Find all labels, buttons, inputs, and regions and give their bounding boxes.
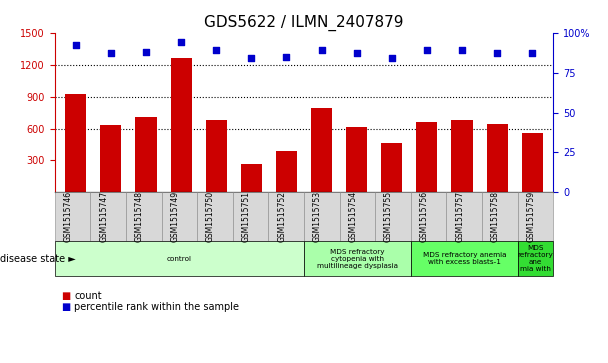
Text: MDS refractory
cytopenia with
multilineage dysplasia: MDS refractory cytopenia with multilinea… (317, 249, 398, 269)
Point (387, 55, 396, 61)
Text: ■: ■ (61, 302, 70, 312)
Text: GSM1515753: GSM1515753 (313, 191, 322, 242)
Text: GSM1515758: GSM1515758 (491, 191, 500, 242)
Bar (276, 151, 297, 192)
Text: GSM1515749: GSM1515749 (170, 191, 179, 242)
Text: ■: ■ (61, 291, 70, 301)
Text: count: count (74, 291, 102, 301)
Text: control: control (167, 256, 192, 262)
Bar (65, 94, 86, 192)
Text: GSM1515748: GSM1515748 (135, 191, 143, 242)
Bar (486, 124, 508, 192)
Text: GSM1515754: GSM1515754 (348, 191, 358, 242)
Point (176, 39, 186, 45)
Bar (100, 125, 122, 192)
Bar (171, 58, 192, 192)
Point (457, 47, 467, 53)
Bar (381, 143, 402, 192)
Text: MDS
refractory
ane
mia with: MDS refractory ane mia with (517, 245, 553, 272)
Text: MDS refractory anemia
with excess blasts-1: MDS refractory anemia with excess blasts… (423, 252, 506, 265)
Text: percentile rank within the sample: percentile rank within the sample (74, 302, 239, 312)
Point (282, 54, 291, 60)
Text: GSM1515746: GSM1515746 (63, 191, 72, 242)
Bar (241, 164, 262, 192)
Text: GSM1515755: GSM1515755 (384, 191, 393, 242)
Point (492, 50, 502, 56)
Point (422, 47, 432, 53)
Title: GDS5622 / ILMN_2407879: GDS5622 / ILMN_2407879 (204, 15, 404, 31)
Text: GSM1515747: GSM1515747 (99, 191, 108, 242)
Point (527, 50, 537, 56)
Text: GSM1515756: GSM1515756 (420, 191, 429, 242)
Text: GSM1515752: GSM1515752 (277, 191, 286, 242)
Point (141, 49, 151, 55)
Point (317, 47, 326, 53)
Bar (136, 117, 156, 192)
Bar (206, 120, 227, 192)
Point (352, 50, 362, 56)
Text: GSM1515751: GSM1515751 (241, 191, 250, 242)
Point (71, 42, 81, 48)
Bar (346, 127, 367, 192)
Point (212, 47, 221, 53)
Text: GSM1515757: GSM1515757 (455, 191, 465, 242)
Bar (416, 122, 437, 192)
Point (246, 55, 256, 61)
Bar (311, 108, 332, 192)
Point (106, 50, 116, 56)
Text: GSM1515750: GSM1515750 (206, 191, 215, 242)
Text: GSM1515759: GSM1515759 (527, 191, 536, 242)
Bar (522, 133, 543, 192)
Text: disease state ►: disease state ► (0, 254, 76, 264)
Bar (452, 120, 472, 192)
